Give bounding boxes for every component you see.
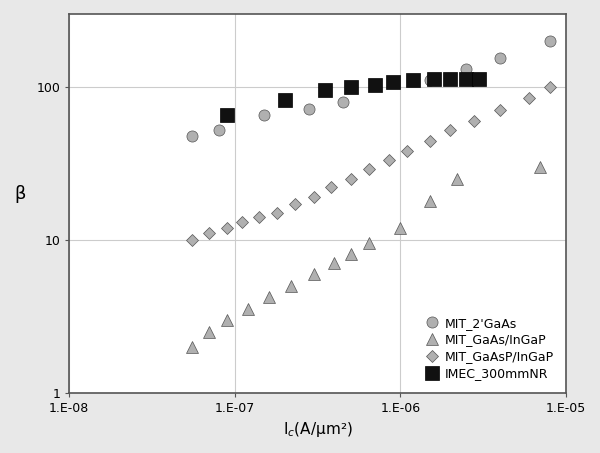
MIT_GaAsP/InGaP	[471, 118, 478, 124]
IMEC_300mmNR	[371, 82, 379, 87]
IMEC_300mmNR	[347, 84, 354, 90]
MIT_GaAsP/InGaP	[310, 194, 317, 200]
MIT_GaAsP/InGaP	[224, 225, 231, 230]
MIT_GaAs/InGaP	[366, 241, 373, 246]
MIT_GaAs/InGaP	[347, 252, 354, 257]
MIT_GaAs/InGaP	[537, 164, 544, 169]
MIT_GaAs/InGaP	[454, 176, 461, 182]
MIT_GaAsP/InGaP	[366, 166, 373, 172]
IMEC_300mmNR	[476, 76, 483, 82]
MIT_2'GaAs	[215, 127, 223, 133]
MIT_GaAsP/InGaP	[526, 95, 533, 100]
MIT_GaAsP/InGaP	[291, 202, 298, 207]
MIT_2'GaAs	[188, 133, 196, 138]
MIT_GaAs/InGaP	[206, 329, 213, 334]
IMEC_300mmNR	[281, 97, 288, 103]
MIT_GaAsP/InGaP	[238, 220, 245, 225]
MIT_2'GaAs	[340, 99, 347, 104]
Line: MIT_2'GaAs: MIT_2'GaAs	[186, 35, 556, 141]
MIT_GaAsP/InGaP	[347, 176, 354, 182]
IMEC_300mmNR	[321, 87, 328, 93]
Line: MIT_GaAs/InGaP: MIT_GaAs/InGaP	[186, 161, 546, 352]
Line: IMEC_300mmNR: IMEC_300mmNR	[220, 72, 487, 122]
MIT_GaAs/InGaP	[397, 225, 404, 230]
MIT_GaAs/InGaP	[188, 344, 196, 349]
MIT_GaAsP/InGaP	[385, 158, 392, 163]
MIT_GaAsP/InGaP	[274, 210, 281, 216]
MIT_GaAsP/InGaP	[188, 237, 196, 242]
MIT_2'GaAs	[496, 55, 503, 60]
MIT_GaAsP/InGaP	[327, 185, 334, 190]
IMEC_300mmNR	[446, 76, 454, 82]
IMEC_300mmNR	[410, 78, 417, 83]
MIT_GaAsP/InGaP	[256, 215, 263, 220]
MIT_GaAs/InGaP	[331, 260, 338, 266]
MIT_GaAs/InGaP	[265, 294, 272, 300]
MIT_2'GaAs	[426, 78, 433, 83]
MIT_2'GaAs	[305, 106, 313, 111]
Y-axis label: β: β	[14, 185, 25, 203]
Legend: MIT_2'GaAs, MIT_GaAs/InGaP, MIT_GaAsP/InGaP, IMEC_300mmNR: MIT_2'GaAs, MIT_GaAs/InGaP, MIT_GaAsP/In…	[419, 310, 560, 386]
IMEC_300mmNR	[463, 76, 470, 82]
MIT_GaAs/InGaP	[224, 317, 231, 323]
MIT_GaAsP/InGaP	[496, 108, 503, 113]
MIT_GaAsP/InGaP	[547, 84, 554, 90]
X-axis label: I$_c$(A/μm²): I$_c$(A/μm²)	[283, 420, 352, 439]
IMEC_300mmNR	[389, 80, 397, 85]
IMEC_300mmNR	[224, 113, 231, 118]
Line: MIT_GaAsP/InGaP: MIT_GaAsP/InGaP	[188, 82, 554, 244]
MIT_GaAs/InGaP	[244, 307, 251, 312]
MIT_2'GaAs	[463, 67, 470, 72]
IMEC_300mmNR	[431, 77, 438, 82]
MIT_GaAsP/InGaP	[446, 127, 454, 133]
MIT_GaAsP/InGaP	[404, 148, 411, 154]
MIT_GaAs/InGaP	[288, 283, 295, 289]
MIT_GaAsP/InGaP	[206, 231, 213, 236]
MIT_GaAs/InGaP	[310, 271, 317, 276]
MIT_2'GaAs	[260, 113, 268, 118]
MIT_GaAsP/InGaP	[426, 139, 433, 144]
MIT_2'GaAs	[547, 38, 554, 43]
MIT_GaAs/InGaP	[426, 198, 433, 203]
